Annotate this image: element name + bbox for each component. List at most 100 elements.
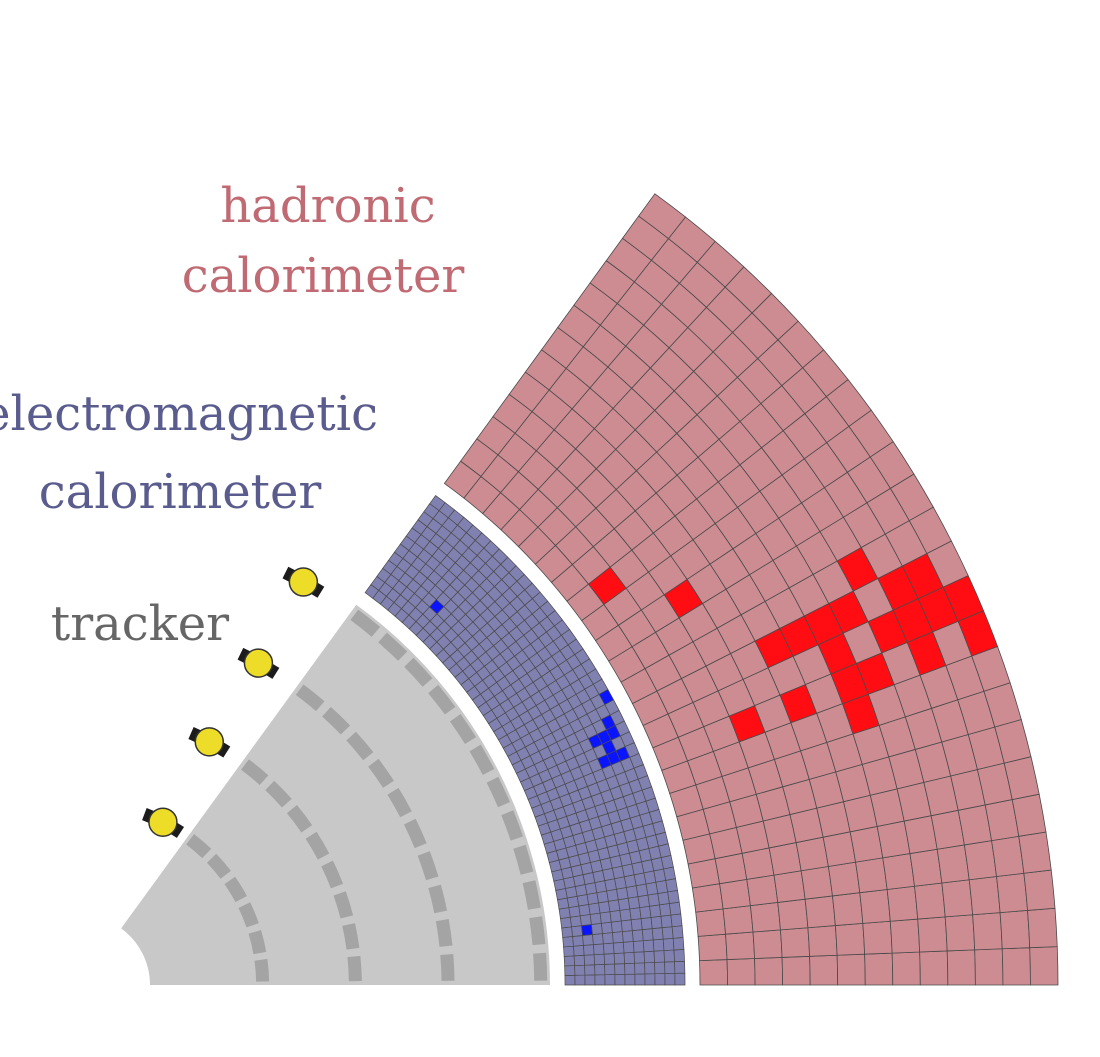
ecal-cell [650,915,663,930]
hcal-cell [1023,869,1056,911]
ecal-cell [652,938,665,952]
ecal-cell [598,900,611,914]
ecal-cell [621,930,634,943]
hcal-cell [795,836,829,872]
ecal-cell [574,964,586,976]
hcal-cell [722,905,754,935]
tracker-layer-segment [224,876,247,903]
tracker-layer-segment [333,891,354,919]
tracker-layer-segment [378,632,408,661]
tracker-layer-segment [238,902,259,928]
tracker-layer-segment [404,657,433,687]
ecal-cell [624,973,636,986]
tracker-layer-segment [486,776,510,808]
ecal-cell [573,945,585,957]
tracker-layer-segment [342,923,360,950]
hcal-cell [638,193,687,240]
hcal-cell [991,835,1025,877]
tracker-layer-segment [368,758,394,788]
ecal-cell [614,973,626,986]
hcal-cell [781,955,811,986]
tracker-layer-segment [440,953,455,981]
ecal-label-line2: calorimeter [39,464,322,520]
hcal-cell [1029,946,1059,986]
hcal-cell [807,925,838,957]
hcal-cell [831,892,864,926]
tracker-layer-segment [322,706,351,735]
ecal-cell [633,951,645,964]
tracker-hit-point [288,567,319,597]
ecal-cell [665,878,678,893]
ecal-cell [594,974,606,986]
ecal-cell [583,944,595,956]
hcal-cell [862,920,893,955]
ecal-cell [654,973,666,986]
hcal-label-line1: hadronic [220,178,435,234]
ecal-cell [569,915,582,928]
hcal-cell [773,870,806,903]
tracker-region [121,566,551,985]
ecal-cell [568,905,581,918]
ecal-cell [572,935,584,947]
ecal-cell [622,941,635,954]
ecal-cell [588,902,601,915]
ecal-cell [593,943,605,956]
hcal-cell [946,949,976,986]
ecal-cell [591,922,603,935]
ecal-cell [592,933,604,945]
hcal-cell [972,912,1003,951]
tracker-layer-segment [254,958,270,982]
ecal-cell [612,931,624,944]
ecal-cell [583,954,595,966]
ecal-cell [589,912,602,925]
tracker-layer-segment [286,804,313,833]
ecal-cell [659,903,672,917]
ecal-cell [608,899,621,913]
hcal-cell [891,951,921,986]
ecal-cell [627,896,641,910]
hcal-cell [963,840,997,881]
ecal-cell [672,937,685,951]
tracker-layer-segment [513,844,534,875]
hcal-cell [809,954,839,986]
hcal-cell [1001,947,1031,986]
hcal-cell [827,861,861,897]
hcal-cell [1027,907,1058,949]
tracker-hit-point [148,807,178,837]
hcal-cell [834,922,866,956]
ecal-cell [571,925,583,937]
tracker-layer-segment [295,684,325,712]
hcal-cell [719,878,751,910]
hcal-cell [836,953,866,986]
tracker-label: tracker [51,596,229,652]
tracker-layer-segment [305,831,330,860]
ecal-cell [630,918,643,931]
hcal-cell [697,933,728,962]
hcal-cell [822,831,857,867]
hcal-cell [859,889,891,924]
ecal-cell [578,904,591,917]
hcal-cell [804,895,836,929]
hcal-cell [864,952,894,986]
ecal-hit-cell [581,924,593,936]
tracker-layer-segment [449,713,477,745]
ecal-cell [624,962,636,975]
ecal-cell [564,974,576,986]
ecal-cell [644,973,656,986]
hcal-cell [695,908,726,937]
hcal-cell [777,898,809,931]
ecal-cell [623,951,635,964]
ecal-cell [668,901,682,916]
tracker-layer-segment [265,780,292,808]
tracker-layer-segment [529,916,546,946]
hcal-cell [914,882,946,920]
hcal-cell [968,876,1001,916]
tracker-layer-segment [403,818,427,849]
ecal-label-line1: electromagnetic [0,386,378,442]
ecal-cell [663,866,676,881]
ecal-cell [649,904,662,918]
hcal-cell [919,950,949,986]
ecal-cell [661,926,674,940]
electromagnetic-calorimeter [364,495,686,986]
